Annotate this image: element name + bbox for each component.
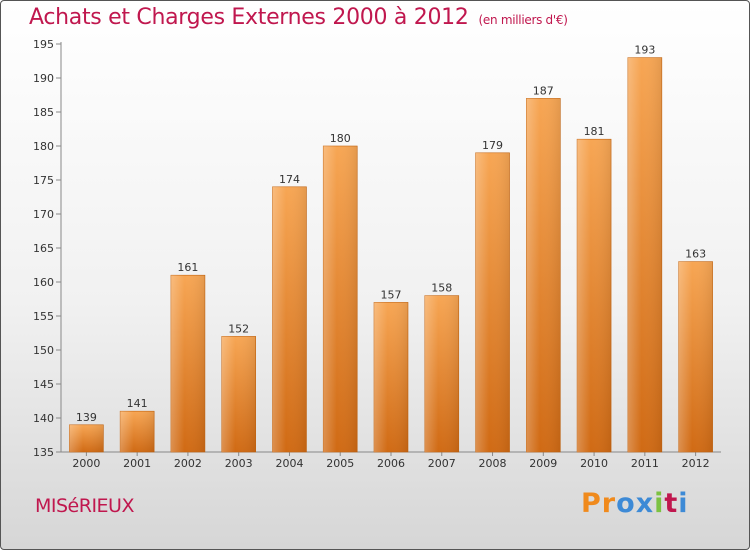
bar-highlight xyxy=(120,411,155,452)
bar-value-label: 141 xyxy=(127,397,148,410)
bar-highlight xyxy=(424,295,459,452)
bar-value-label: 163 xyxy=(685,248,706,261)
y-tick-label: 135 xyxy=(33,446,54,459)
y-tick-label: 155 xyxy=(33,310,54,323)
logo-letter: i xyxy=(678,488,689,519)
bar-value-label: 161 xyxy=(177,261,198,274)
y-tick-label: 185 xyxy=(33,106,54,119)
x-tick-label: 2009 xyxy=(529,457,557,470)
chart-title-text: Achats et Charges Externes 2000 à 2012 xyxy=(29,5,469,30)
x-tick-label: 2001 xyxy=(123,457,151,470)
y-tick-label: 140 xyxy=(33,412,54,425)
bar-value-label: 187 xyxy=(533,84,554,97)
bar-highlight xyxy=(170,275,205,452)
bar-highlight xyxy=(526,98,561,453)
y-tick-label: 170 xyxy=(33,208,54,221)
logo-letter: i xyxy=(654,488,665,519)
bar-value-label: 158 xyxy=(431,282,452,295)
bar-highlight xyxy=(577,139,612,452)
y-tick-label: 160 xyxy=(33,276,54,289)
x-tick-label: 2012 xyxy=(682,457,710,470)
bar-labels: 139 141 161 152 174 180 157 158 179 187 181 193 163 xyxy=(76,44,706,424)
bar-highlight xyxy=(678,261,713,452)
x-tick-label: 2011 xyxy=(631,457,659,470)
logo-letter: r xyxy=(601,488,617,519)
bar-value-label: 139 xyxy=(76,411,97,424)
y-tick-label: 195 xyxy=(33,38,54,51)
bar-value-label: 157 xyxy=(381,288,402,301)
logo-letter: P xyxy=(581,488,602,519)
x-tick-label: 2010 xyxy=(580,457,608,470)
bar-highlight xyxy=(323,146,358,452)
y-tick-label: 145 xyxy=(33,378,54,391)
x-tick-label: 2006 xyxy=(377,457,405,470)
bar-value-label: 180 xyxy=(330,132,351,145)
logo-letter: x xyxy=(635,488,655,519)
bar-value-label: 193 xyxy=(634,44,655,57)
logo-letter: o xyxy=(616,488,636,519)
bar-series xyxy=(69,57,713,453)
x-tick-label: 2000 xyxy=(72,457,100,470)
logo-letter: t xyxy=(664,488,679,519)
bar-value-label: 152 xyxy=(228,322,249,335)
x-tick-label: 2004 xyxy=(275,457,303,470)
y-tick-label: 190 xyxy=(33,72,54,85)
commune-name: MISéRIEUX xyxy=(35,495,134,517)
x-tick-label: 2007 xyxy=(428,457,456,470)
bar-value-label: 174 xyxy=(279,173,300,186)
bar-highlight xyxy=(221,336,256,452)
bar-highlight xyxy=(627,57,662,452)
chart-title: Achats et Charges Externes 2000 à 2012 (e… xyxy=(29,5,568,30)
proxiti-logo: Proxiti xyxy=(581,488,689,519)
x-tick-label: 2005 xyxy=(326,457,354,470)
bar-highlight xyxy=(374,302,408,452)
y-tick-label: 150 xyxy=(33,344,54,357)
y-tick-label: 165 xyxy=(33,242,54,255)
bar-highlight xyxy=(272,186,307,453)
x-tick-label: 2003 xyxy=(225,457,253,470)
y-tick-label: 175 xyxy=(33,174,54,187)
bar-value-label: 181 xyxy=(584,125,605,138)
x-tick-label: 2002 xyxy=(174,457,202,470)
bar-value-label: 179 xyxy=(482,139,503,152)
bar-highlight xyxy=(69,424,104,452)
x-tick-label: 2008 xyxy=(479,457,507,470)
chart-unit: (en milliers d'€) xyxy=(478,13,568,27)
chart-axes: 135 140 145 150 155 160 165 170 175 180 185 190 195 2… xyxy=(33,38,721,470)
bar-highlight xyxy=(475,152,510,453)
y-tick-label: 180 xyxy=(33,140,54,153)
